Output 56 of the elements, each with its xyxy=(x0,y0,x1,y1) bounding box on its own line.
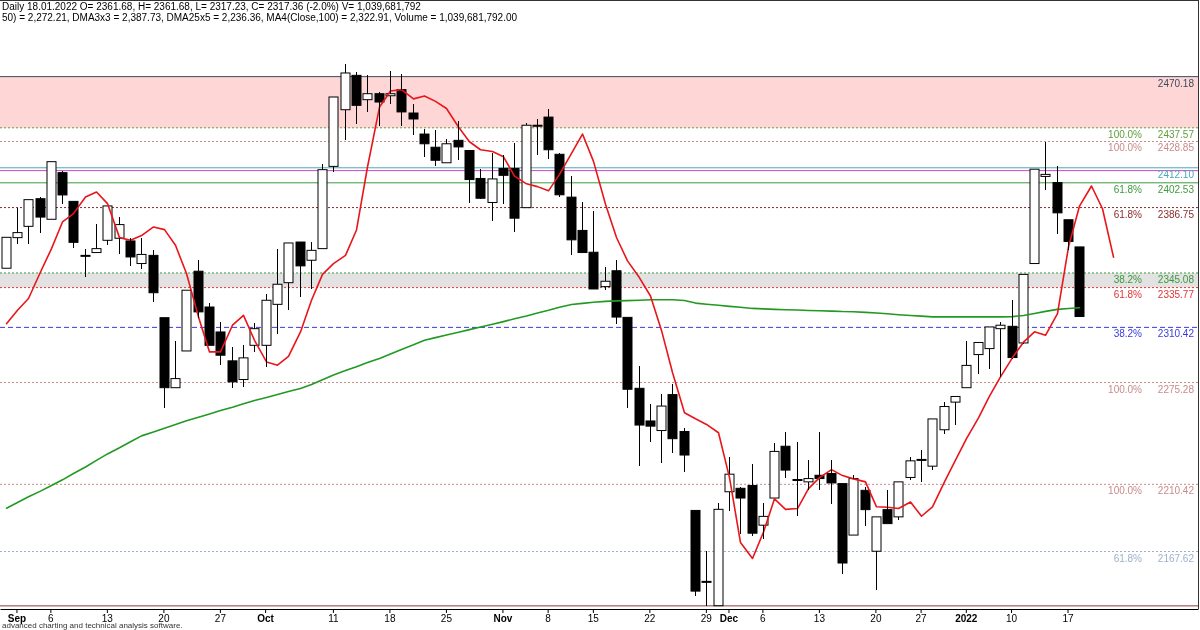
annotation: 100.0% xyxy=(1108,485,1143,497)
x-tick-label: 11 xyxy=(328,613,340,624)
ref-line-label: 2310.42 xyxy=(1157,328,1195,340)
annotation: 61.8% xyxy=(1113,552,1143,564)
ref-line-label: 2167.62 xyxy=(1157,552,1195,564)
candlestick xyxy=(91,223,102,254)
candlestick xyxy=(1074,246,1085,317)
ref-line-label: 2470.18 xyxy=(1157,77,1195,89)
annotation: 61.8% xyxy=(1113,208,1143,220)
x-tick-label: 10 xyxy=(1005,613,1018,624)
annotation: 38.2% xyxy=(1113,328,1143,340)
annotation: 100.0% xyxy=(1108,383,1143,395)
candlestick xyxy=(554,153,565,198)
x-tick-label: 27 xyxy=(214,613,227,624)
ref-line-label: 2386.75 xyxy=(1157,208,1195,220)
annotation: 61.8% xyxy=(1113,288,1143,300)
x-tick-label: 20 xyxy=(158,613,170,624)
x-tick-label: 2022 xyxy=(955,613,978,624)
annotation: 61.8% xyxy=(1113,183,1143,195)
x-tick-label: 13 xyxy=(101,613,114,624)
x-tick-label: 6 xyxy=(760,613,767,624)
x-tick-label: 20 xyxy=(870,613,882,624)
x-tick-label: 8 xyxy=(545,613,552,624)
x-tick-label: Nov xyxy=(493,613,513,624)
ref-line-label: 2402.53 xyxy=(1157,183,1195,195)
x-tick-label: Oct xyxy=(257,613,275,624)
candlestick xyxy=(317,163,328,250)
x-tick-label: Dec xyxy=(719,613,739,624)
text: 50) = 2,272.21, DMA3x3 = 2,387.73, DMA25x5 = 2,236.36, MA4(Close,100) = 2,322.91, Volume = 1,039,681,792.00 xyxy=(2,12,518,23)
annotation: 100.0% xyxy=(1108,128,1143,140)
annotation: 100.0% xyxy=(1108,142,1143,154)
x-tick-label: 25 xyxy=(440,613,453,624)
x-tick-label: 6 xyxy=(48,613,55,624)
candlestick xyxy=(68,200,79,249)
chart-title: Daily 18.01.2022 O= 2361.68, H= 2361.68, L= 2317.23, C= 2317.36 (-2.0%) V= 1,039,681,792 xyxy=(2,1,422,12)
annotation: 38.2% xyxy=(1113,273,1143,285)
x-tick-label: 15 xyxy=(587,613,600,624)
x-tick-label: 27 xyxy=(915,613,928,624)
candlestick xyxy=(950,395,961,426)
x-tick-label: Sep xyxy=(7,613,27,624)
ref-line-label: 2345.08 xyxy=(1157,273,1195,285)
x-tick-label: 18 xyxy=(384,613,396,624)
x-tick-label: 13 xyxy=(813,613,826,624)
x-tick-label: 22 xyxy=(644,613,656,624)
ref-line-label: 2428.85 xyxy=(1157,142,1195,154)
ref-line-label: 2437.57 xyxy=(1157,128,1195,140)
candlestick xyxy=(419,128,430,158)
ref-line-label: 2335.77 xyxy=(1157,288,1195,300)
candlestick xyxy=(961,340,972,389)
ref-line-label: 2210.42 xyxy=(1157,485,1195,497)
candlestick xyxy=(1063,219,1074,251)
ref-line-label: 2412.10 xyxy=(1157,168,1195,180)
x-tick-label: 29 xyxy=(700,613,713,624)
ref-line-label: 2275.28 xyxy=(1157,383,1195,395)
x-tick-label: 17 xyxy=(1062,613,1075,624)
candlestick xyxy=(1052,165,1063,235)
